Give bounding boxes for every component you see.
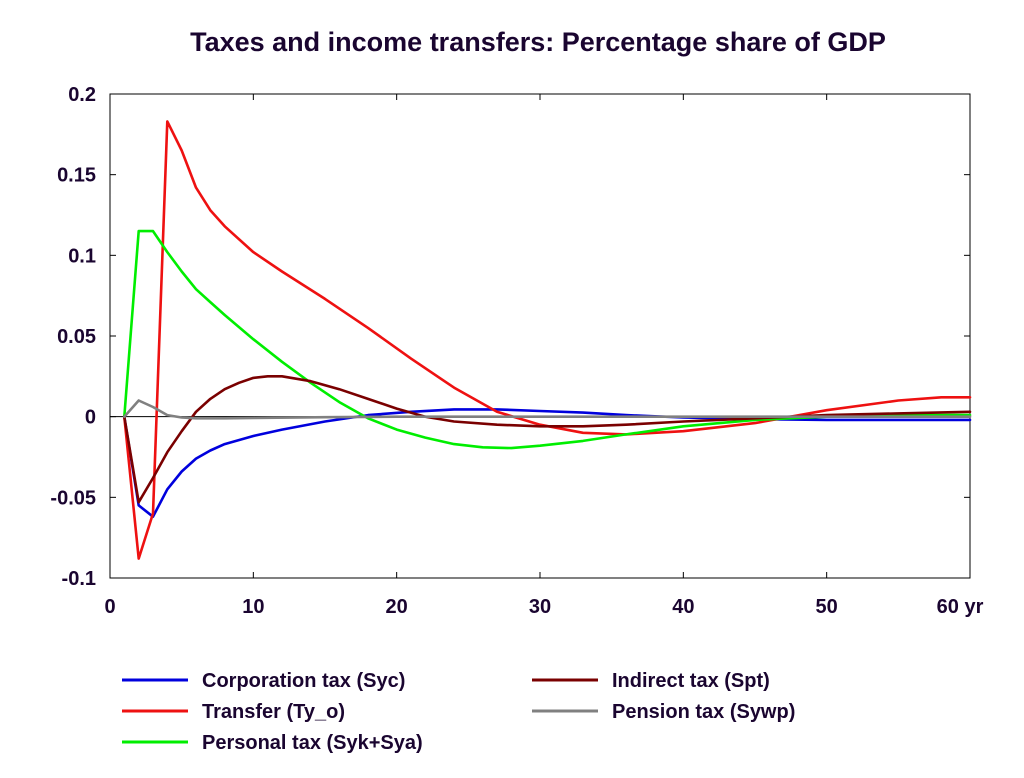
x-tick-label: 20 [386, 596, 408, 618]
legend-label: Transfer (Ty_o) [202, 701, 345, 723]
chart-title: Taxes and income transfers: Percentage s… [190, 27, 886, 57]
series-line-personal [123, 229, 972, 450]
y-tick-label: -0.05 [50, 487, 96, 509]
series-line-transfer [123, 120, 972, 560]
plot-frame [109, 93, 971, 579]
series-line-indirect [123, 375, 972, 504]
y-tick-label: 0.15 [57, 165, 96, 187]
x-tick-label: 30 [529, 596, 551, 618]
x-tick-label: 60 yr [937, 596, 984, 618]
legend-label: Indirect tax (Spt) [612, 670, 770, 692]
y-tick-label: 0.05 [57, 326, 96, 348]
y-tick-label: -0.1 [62, 568, 96, 590]
legend: Corporation tax (Syc) Transfer (Ty_o) Pers… [122, 670, 795, 754]
x-tick-label: 10 [242, 596, 264, 618]
x-tick-label: 0 [104, 596, 115, 618]
y-tick-label: 0.1 [68, 245, 96, 267]
x-tick-label: 50 [816, 596, 838, 618]
plot-area: -0.1 -0.05 0 0.05 0.1 0.15 0.2 0 10 20 30 40 50 60 yr [50, 84, 983, 618]
legend-label: Pension tax (Sywp) [612, 701, 795, 723]
y-tick-label: 0.2 [68, 84, 96, 106]
legend-label: Personal tax (Syk+Sya) [202, 732, 423, 754]
y-tick-label: 0 [85, 407, 96, 429]
series-line-corporation [123, 408, 972, 518]
series-line-pension [123, 399, 972, 420]
legend-label: Corporation tax (Syc) [202, 670, 405, 692]
x-tick-label: 40 [672, 596, 694, 618]
